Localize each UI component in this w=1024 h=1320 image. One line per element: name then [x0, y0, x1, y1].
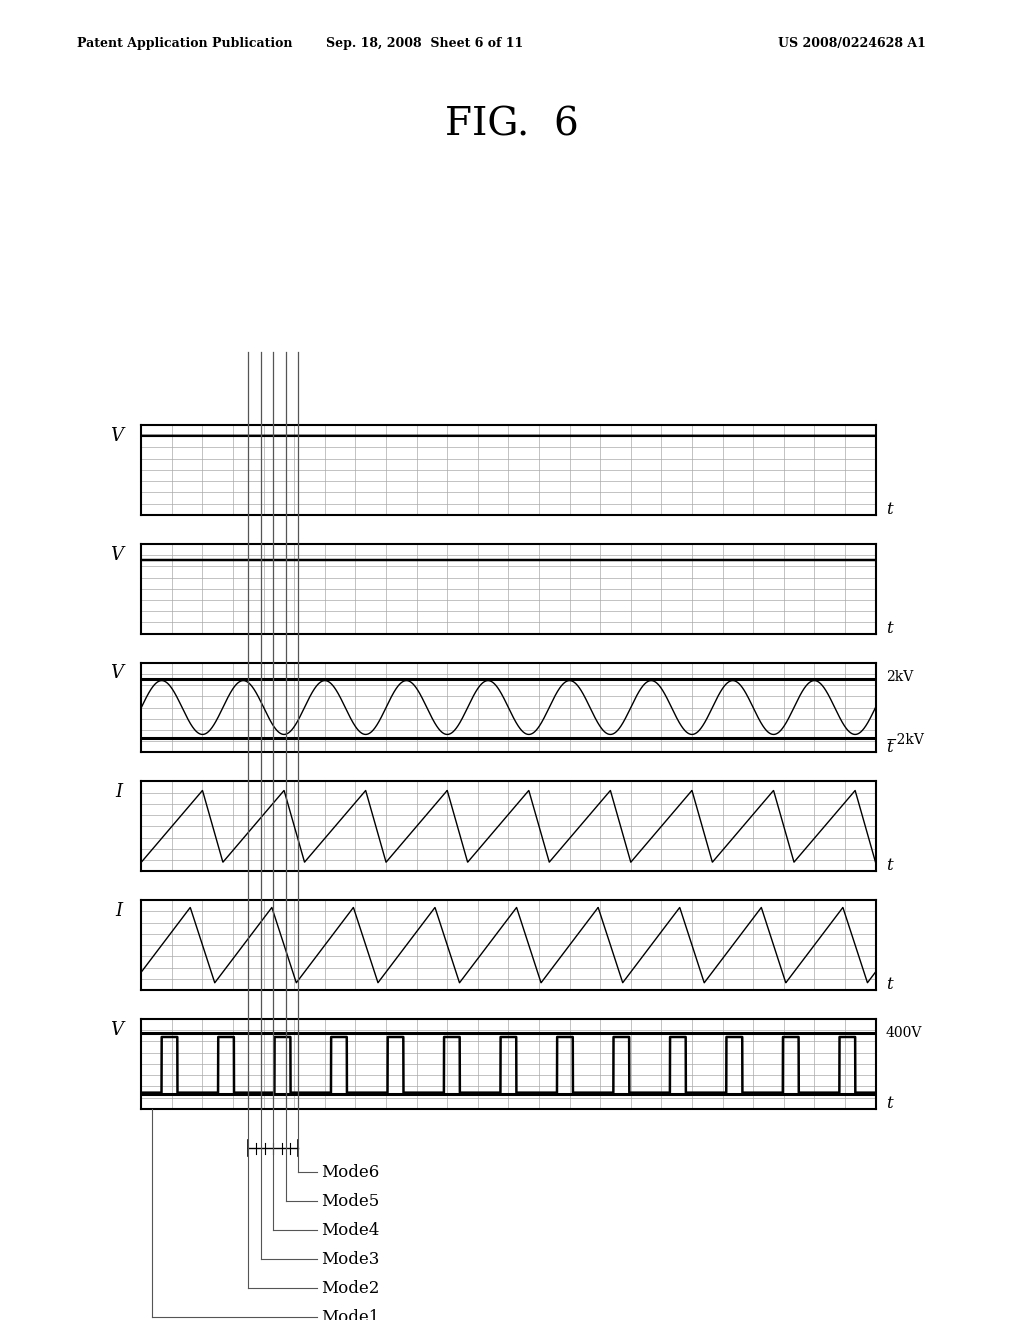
Text: t: t: [886, 857, 892, 874]
Text: V: V: [110, 1020, 123, 1039]
Text: Mode3: Mode3: [321, 1251, 379, 1267]
Text: Mode2: Mode2: [321, 1280, 379, 1296]
Text: 400V: 400V: [886, 1027, 923, 1040]
Text: t: t: [886, 500, 892, 517]
Text: V: V: [110, 664, 123, 682]
Text: Patent Application Publication: Patent Application Publication: [77, 37, 292, 50]
Text: t: t: [886, 975, 892, 993]
Text: −2kV: −2kV: [886, 733, 925, 747]
Text: US 2008/0224628 A1: US 2008/0224628 A1: [778, 37, 926, 50]
Text: V: V: [110, 545, 123, 564]
Text: Mode4: Mode4: [321, 1222, 379, 1238]
Text: t: t: [886, 1094, 892, 1111]
Text: I: I: [116, 902, 123, 920]
Text: t: t: [886, 619, 892, 636]
Text: Mode6: Mode6: [321, 1164, 379, 1180]
Text: Mode5: Mode5: [321, 1193, 379, 1209]
Text: FIG.  6: FIG. 6: [445, 107, 579, 144]
Text: Mode1: Mode1: [321, 1309, 379, 1320]
Text: I: I: [116, 783, 123, 801]
Text: t: t: [886, 738, 892, 755]
Text: 2kV: 2kV: [886, 671, 913, 684]
Text: Sep. 18, 2008  Sheet 6 of 11: Sep. 18, 2008 Sheet 6 of 11: [327, 37, 523, 50]
Text: V: V: [110, 426, 123, 445]
